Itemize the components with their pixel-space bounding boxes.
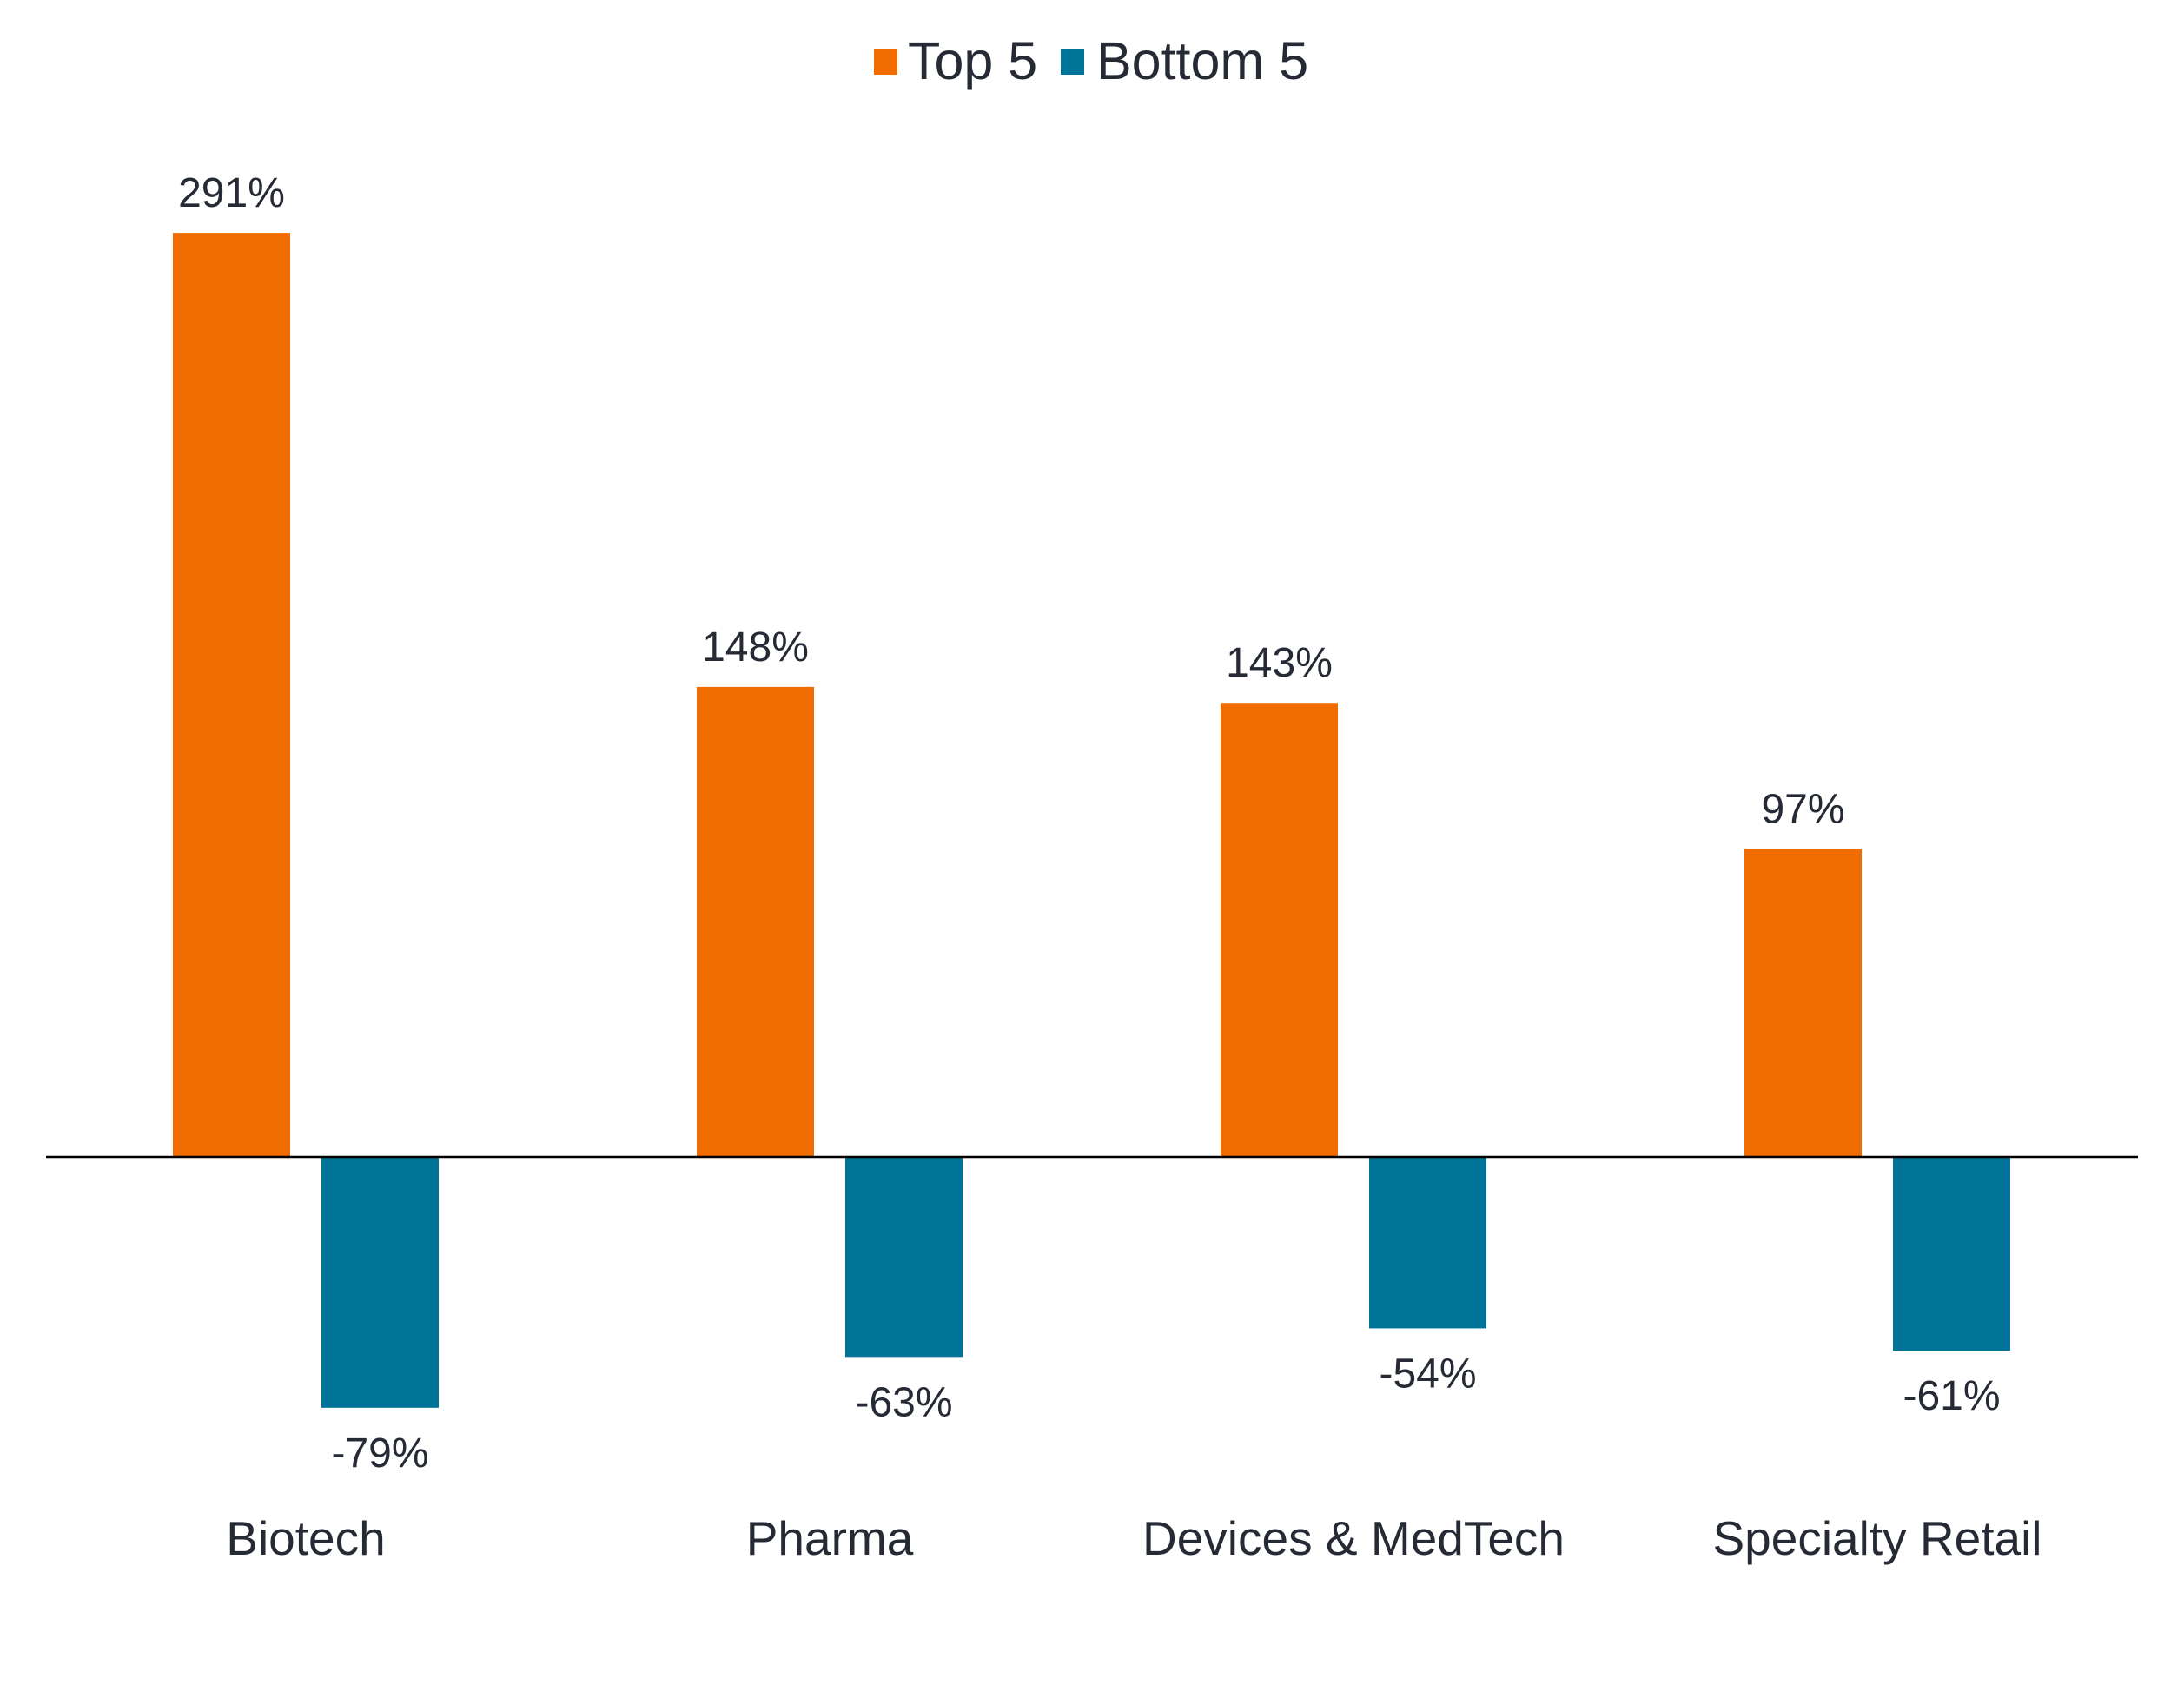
data-label-top-5-devices-medtech: 143%: [1226, 640, 1333, 686]
bar-top-5-pharma: [697, 686, 814, 1157]
legend-label-bottom-5: Bottom 5: [1096, 31, 1308, 90]
legend: Top 5 Bottom 5: [874, 31, 1308, 90]
data-label-bottom-5-biotech: -79%: [331, 1430, 428, 1477]
bar-top-5-specialty-retail: [1744, 849, 1862, 1157]
category-label-biotech: Biotech: [226, 1511, 385, 1565]
category-label-pharma: Pharma: [746, 1511, 914, 1565]
bar-bottom-5-biotech: [321, 1157, 439, 1408]
data-label-top-5-pharma: 148%: [702, 624, 809, 671]
data-label-bottom-5-pharma: -63%: [855, 1379, 952, 1425]
category-label-specialty-retail: Specialty Retail: [1712, 1511, 2042, 1565]
legend-swatch-top-5: [874, 49, 897, 75]
data-label-bottom-5-specialty-retail: -61%: [1903, 1373, 2000, 1419]
data-label-top-5-specialty-retail: 97%: [1761, 786, 1844, 832]
bar-bottom-5-pharma: [845, 1157, 963, 1358]
data-label-bottom-5-devices-medtech: -54%: [1379, 1351, 1476, 1397]
legend-label-top-5: Top 5: [908, 31, 1037, 90]
category-label-devices-medtech: Devices & MedTech: [1142, 1511, 1565, 1565]
bar-bottom-5-devices-medtech: [1369, 1157, 1486, 1329]
bar-top-5-devices-medtech: [1221, 703, 1338, 1157]
legend-swatch-bottom-5: [1061, 49, 1084, 75]
bar-top-5-biotech: [173, 233, 290, 1157]
bar-bottom-5-specialty-retail: [1893, 1157, 2010, 1351]
data-label-top-5-biotech: 291%: [178, 170, 285, 216]
